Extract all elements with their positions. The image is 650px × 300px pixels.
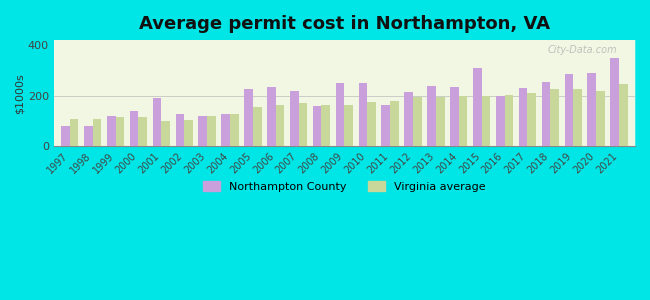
Bar	[619, 84, 628, 146]
Bar	[344, 105, 353, 146]
Bar	[322, 105, 330, 146]
Bar	[84, 126, 93, 146]
Bar	[564, 74, 573, 146]
Bar	[244, 89, 253, 146]
Bar	[596, 91, 605, 146]
Bar	[527, 93, 536, 146]
Bar	[198, 116, 207, 146]
Bar	[450, 87, 459, 146]
Bar	[176, 113, 184, 146]
Bar	[482, 96, 490, 146]
Bar	[138, 117, 147, 146]
Bar	[427, 86, 436, 146]
Bar	[93, 118, 101, 146]
Bar	[504, 94, 514, 146]
Bar	[70, 118, 79, 146]
Bar	[267, 87, 276, 146]
Bar	[230, 113, 239, 146]
Bar	[519, 88, 527, 146]
Y-axis label: $1000s: $1000s	[15, 73, 25, 114]
Title: Average permit cost in Northampton, VA: Average permit cost in Northampton, VA	[139, 15, 550, 33]
Bar	[404, 92, 413, 146]
Bar	[298, 103, 307, 146]
Bar	[221, 113, 230, 146]
Bar	[367, 102, 376, 146]
Bar	[551, 89, 559, 146]
Bar	[473, 68, 482, 146]
Legend: Northampton County, Virginia average: Northampton County, Virginia average	[199, 176, 490, 196]
Bar	[573, 89, 582, 146]
Bar	[588, 73, 596, 146]
Bar	[390, 101, 399, 146]
Bar	[161, 121, 170, 146]
Text: City-Data.com: City-Data.com	[548, 45, 617, 56]
Bar	[116, 117, 124, 146]
Bar	[610, 58, 619, 146]
Bar	[253, 107, 261, 146]
Bar	[541, 82, 551, 146]
Bar	[184, 120, 193, 146]
Bar	[359, 83, 367, 146]
Bar	[207, 116, 216, 146]
Bar	[313, 106, 322, 146]
Bar	[130, 111, 138, 146]
Bar	[276, 105, 285, 146]
Bar	[153, 98, 161, 146]
Bar	[290, 91, 298, 146]
Bar	[107, 116, 116, 146]
Bar	[459, 96, 467, 146]
Bar	[413, 97, 422, 146]
Bar	[335, 83, 345, 146]
Bar	[382, 105, 390, 146]
Bar	[436, 97, 445, 146]
Bar	[496, 96, 504, 146]
Bar	[61, 126, 70, 146]
